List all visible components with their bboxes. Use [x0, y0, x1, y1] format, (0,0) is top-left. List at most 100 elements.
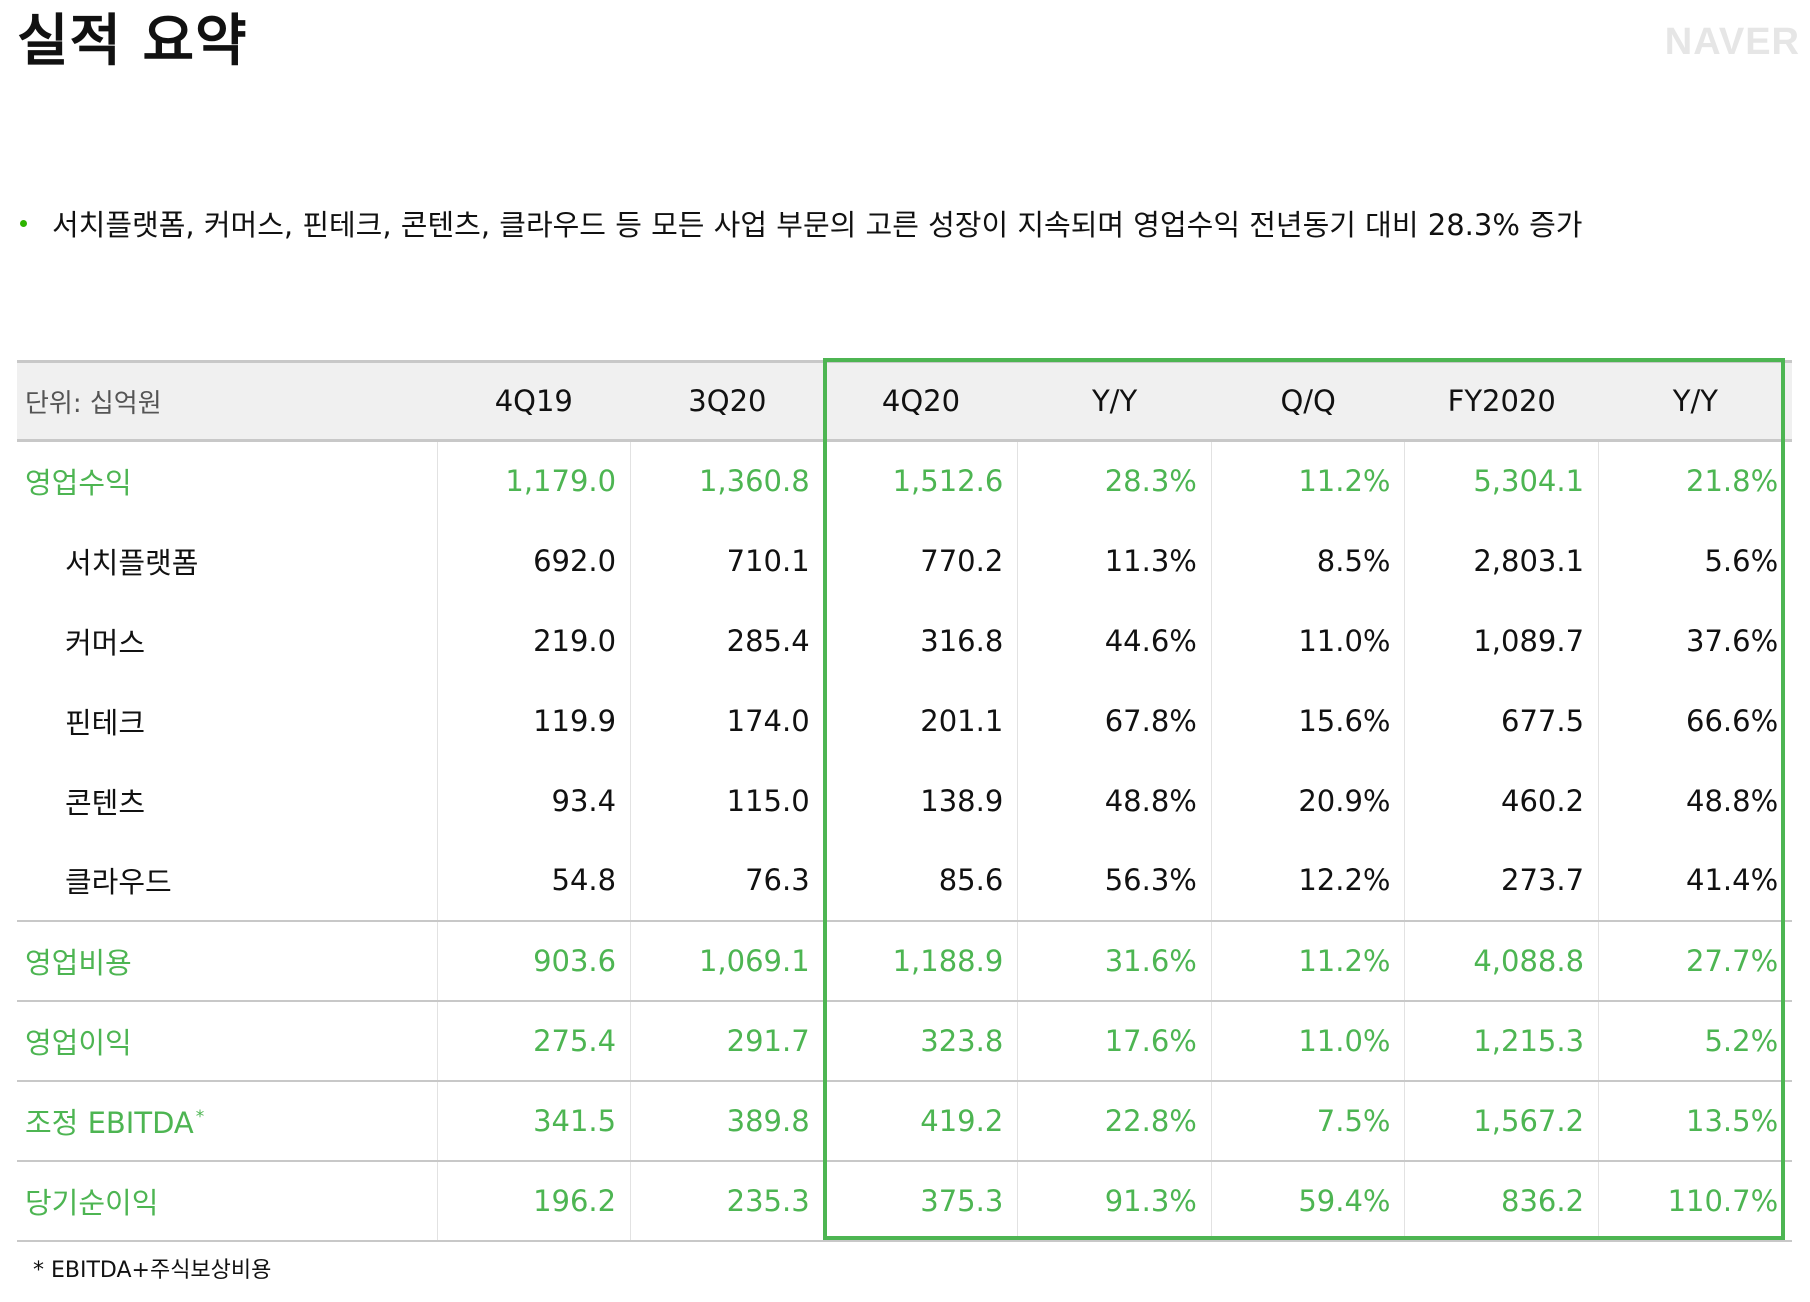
cell-fy2020: 1,089.7 — [1404, 600, 1599, 681]
table-row-search-platform: 서치플랫폼 692.0 710.1 770.2 11.3% 8.5% 2,803… — [17, 520, 1793, 601]
cell-yy-annual: 21.8% — [1598, 440, 1793, 521]
table-row-operating-revenue: 영업수익 1,179.0 1,360.8 1,512.6 28.3% 11.2%… — [17, 440, 1793, 521]
col-header-4q19: 4Q19 — [437, 360, 631, 442]
cell-yy-quarter: 28.3% — [1017, 440, 1212, 521]
cell-qq: 11.0% — [1210, 999, 1405, 1081]
cell-qq: 20.9% — [1210, 760, 1405, 841]
cell-4q20: 316.8 — [823, 600, 1018, 681]
row-label: 콘텐츠 — [65, 785, 146, 820]
cell-yy-quarter: 44.6% — [1017, 600, 1212, 681]
cell-qq: 11.2% — [1210, 919, 1405, 1001]
cell-yy-annual: 27.7% — [1598, 919, 1793, 1001]
table-row-operating-expenses: 영업비용 903.6 1,069.1 1,188.9 31.6% 11.2% 4… — [17, 919, 1793, 1001]
cell-4q20: 201.1 — [823, 680, 1018, 761]
cell-yy-annual: 5.2% — [1598, 999, 1793, 1081]
page-title: 실적 요약 — [17, 9, 248, 74]
table-row-operating-profit: 영업이익 275.4 291.7 323.8 17.6% 11.0% 1,215… — [17, 999, 1793, 1081]
col-header-qq: Q/Q — [1211, 360, 1405, 442]
table-header-row: 단위: 십억원 4Q19 3Q20 4Q20 Y/Y Q/Q FY2020 Y/… — [17, 360, 1793, 442]
cell-4q20: 85.6 — [823, 840, 1018, 921]
cell-4q20: 323.8 — [823, 999, 1018, 1081]
performance-summary-table: 단위: 십억원 4Q19 3Q20 4Q20 Y/Y Q/Q FY2020 Y/… — [17, 360, 1793, 1242]
cell-qq: 7.5% — [1210, 1079, 1405, 1161]
col-header-yy-annual: Y/Y — [1598, 360, 1793, 442]
cell-4q19: 219.0 — [436, 600, 631, 681]
cell-qq: 11.0% — [1210, 600, 1405, 681]
cell-3q20: 235.3 — [630, 1159, 825, 1242]
cell-3q20: 115.0 — [630, 760, 825, 841]
cell-qq: 59.4% — [1210, 1159, 1405, 1242]
cell-3q20: 1,069.1 — [630, 919, 825, 1001]
cell-4q20: 1,512.6 — [823, 440, 1018, 521]
row-label: 조정 EBITDA * — [17, 1079, 437, 1161]
cell-yy-quarter: 11.3% — [1017, 520, 1212, 601]
summary-bullet: 서치플랫폼, 커머스, 핀테크, 콘텐츠, 클라우드 등 모든 사업 부문의 고… — [20, 198, 1582, 248]
cell-yy-annual: 41.4% — [1598, 840, 1793, 921]
row-label-text: 조정 EBITDA — [25, 1105, 194, 1140]
cell-fy2020: 1,567.2 — [1404, 1079, 1599, 1161]
row-label: 영업비용 — [17, 919, 437, 1001]
row-label: 핀테크 — [65, 705, 146, 740]
col-header-fy2020: FY2020 — [1404, 360, 1599, 442]
cell-4q19: 341.5 — [436, 1079, 631, 1161]
cell-yy-annual: 66.6% — [1598, 680, 1793, 761]
cell-3q20: 1,360.8 — [630, 440, 825, 521]
col-header-4q20: 4Q20 — [824, 360, 1018, 442]
cell-3q20: 291.7 — [630, 999, 825, 1081]
row-label: 서치플랫폼 — [65, 545, 199, 580]
cell-fy2020: 677.5 — [1404, 680, 1599, 761]
row-label: 당기순이익 — [17, 1159, 437, 1242]
cell-4q19: 54.8 — [436, 840, 631, 921]
cell-yy-annual: 48.8% — [1598, 760, 1793, 841]
row-label: 영업이익 — [17, 999, 437, 1081]
cell-3q20: 389.8 — [630, 1079, 825, 1161]
col-header-yy-quarter: Y/Y — [1017, 360, 1212, 442]
cell-fy2020: 273.7 — [1404, 840, 1599, 921]
cell-yy-annual: 5.6% — [1598, 520, 1793, 601]
performance-summary-table-wrapper: 단위: 십억원 4Q19 3Q20 4Q20 Y/Y Q/Q FY2020 Y/… — [17, 360, 1793, 1242]
cell-yy-quarter: 67.8% — [1017, 680, 1212, 761]
cell-4q19: 903.6 — [436, 919, 631, 1001]
unit-label: 단위: 십억원 — [17, 360, 437, 442]
cell-4q19: 196.2 — [436, 1159, 631, 1242]
cell-yy-quarter: 48.8% — [1017, 760, 1212, 841]
cell-qq: 11.2% — [1210, 440, 1405, 521]
cell-3q20: 174.0 — [630, 680, 825, 761]
col-header-3q20: 3Q20 — [630, 360, 825, 442]
cell-qq: 15.6% — [1210, 680, 1405, 761]
cell-yy-quarter: 22.8% — [1017, 1079, 1212, 1161]
cell-4q20: 375.3 — [823, 1159, 1018, 1242]
cell-qq: 12.2% — [1210, 840, 1405, 921]
row-label: 클라우드 — [65, 865, 172, 899]
table-row-contents: 콘텐츠 93.4 115.0 138.9 48.8% 20.9% 460.2 4… — [17, 760, 1793, 841]
summary-bullet-text: 서치플랫폼, 커머스, 핀테크, 콘텐츠, 클라우드 등 모든 사업 부문의 고… — [52, 208, 1583, 242]
cell-yy-quarter: 56.3% — [1017, 840, 1212, 921]
cell-3q20: 710.1 — [630, 520, 825, 601]
cell-yy-annual: 13.5% — [1598, 1079, 1793, 1161]
cell-4q19: 692.0 — [436, 520, 631, 601]
cell-yy-quarter: 17.6% — [1017, 999, 1212, 1081]
cell-4q20: 138.9 — [823, 760, 1018, 841]
cell-fy2020: 1,215.3 — [1404, 999, 1599, 1081]
table-row-fintech: 핀테크 119.9 174.0 201.1 67.8% 15.6% 677.5 … — [17, 680, 1793, 761]
cell-4q19: 119.9 — [436, 680, 631, 761]
cell-4q19: 275.4 — [436, 999, 631, 1081]
cell-3q20: 285.4 — [630, 600, 825, 681]
cell-yy-quarter: 31.6% — [1017, 919, 1212, 1001]
table-row-commerce: 커머스 219.0 285.4 316.8 44.6% 11.0% 1,089.… — [17, 600, 1793, 681]
row-label: 커머스 — [65, 625, 146, 660]
cell-4q20: 419.2 — [823, 1079, 1018, 1161]
bullet-dot-icon — [20, 219, 27, 227]
table-row-cloud: 클라우드 54.8 76.3 85.6 56.3% 12.2% 273.7 41… — [17, 840, 1793, 921]
cell-fy2020: 460.2 — [1404, 760, 1599, 841]
cell-yy-quarter: 91.3% — [1017, 1159, 1212, 1242]
cell-qq: 8.5% — [1210, 520, 1405, 601]
cell-4q20: 1,188.9 — [823, 919, 1018, 1001]
table-row-net-income: 당기순이익 196.2 235.3 375.3 91.3% 59.4% 836.… — [17, 1159, 1793, 1242]
cell-4q19: 93.4 — [436, 760, 631, 841]
cell-fy2020: 5,304.1 — [1404, 440, 1599, 521]
cell-fy2020: 836.2 — [1404, 1159, 1599, 1242]
naver-logo: NAVER — [1664, 21, 1800, 63]
cell-yy-annual: 110.7% — [1598, 1159, 1793, 1242]
footnote: * EBITDA+주식보상비용 — [33, 1258, 272, 1283]
